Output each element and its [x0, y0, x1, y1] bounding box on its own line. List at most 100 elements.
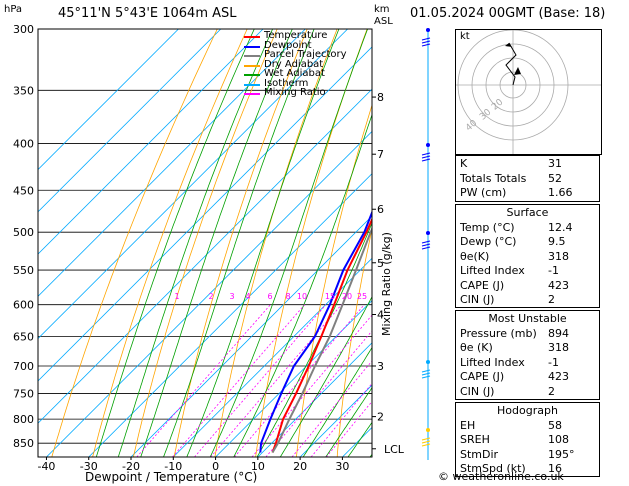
index-row: StmDir 195° [455, 448, 600, 463]
index-value: -1 [548, 264, 559, 277]
index-value: 423 [548, 278, 569, 292]
index-key: CAPE (J) [460, 370, 505, 383]
legend-item: Mixing Ratio [244, 87, 374, 99]
index-row: StmSpd (kt) 16 [455, 462, 600, 477]
wet-adiabat-line [279, 296, 372, 457]
legend-swatch [244, 74, 260, 76]
index-value: 52 [548, 171, 562, 185]
wind-barb-flag [421, 158, 431, 162]
dry-adiabat-line [255, 29, 368, 457]
wind-barb-dot [426, 360, 430, 364]
wind-barb-dot [426, 143, 430, 147]
series-dewpoint [259, 209, 372, 453]
wind-barb-dot [426, 231, 430, 235]
hodograph-plot [456, 30, 601, 154]
km-tick-label: 2 [377, 411, 384, 424]
wind-barb-dot [426, 28, 430, 32]
wind-barb-flag [421, 369, 431, 373]
wet-adiabat-line [95, 29, 255, 457]
index-row: Lifted Index -1 [455, 356, 600, 371]
index-box [455, 310, 600, 400]
wet-adiabat-line [209, 29, 368, 457]
legend-item: Isotherm [244, 77, 374, 90]
wind-barb-dot [426, 428, 430, 432]
index-value: 2 [548, 384, 555, 398]
wind-barb-flag [421, 243, 431, 247]
wet-adiabat-line [140, 29, 293, 457]
temperature-tick-label: -20 [122, 460, 140, 473]
index-box [455, 204, 600, 308]
km-tick-label: 3 [377, 360, 384, 373]
index-key: Lifted Index [460, 355, 525, 369]
index-row: K 31 [455, 157, 600, 172]
pressure-tick-label: 450 [13, 184, 34, 197]
wind-barb-flag [421, 440, 431, 444]
datetime-title: 01.05.2024 00GMT (Base: 18) [410, 6, 606, 21]
index-key: Pressure (mb) [460, 326, 537, 340]
mixing-ratio-line [325, 400, 372, 457]
index-value: 12.4 [548, 220, 573, 234]
mixing-ratio-label: 10 [297, 292, 307, 301]
index-key: CAPE (J) [460, 278, 505, 292]
index-key: PW (cm) [460, 186, 507, 199]
index-value: -1 [548, 355, 559, 369]
mixing-ratio-line [194, 304, 327, 457]
wind-barb-flag [421, 240, 431, 244]
legend-label: Isotherm [264, 77, 309, 89]
index-value: 31 [548, 157, 562, 170]
hodograph-panel: kt 40 30 20 [455, 29, 602, 155]
asl-label: ASL [374, 16, 393, 27]
wind-barb-flag [421, 43, 431, 47]
index-key: CIN (J) [460, 384, 495, 398]
mixing-ratio-axis-title: Mixing Ratio (g/kg) [380, 232, 393, 336]
legend-swatch [244, 83, 260, 86]
series-parcel-trajectory [271, 226, 372, 454]
lcl-label: LCL [384, 443, 405, 456]
temperature-tick-label: -10 [164, 460, 182, 473]
index-row: EH 58 [455, 419, 600, 434]
index-value: 2 [548, 293, 555, 306]
legend-swatch [244, 93, 260, 95]
index-row: SREH 108 [455, 433, 600, 448]
pressure-tick-label: 550 [13, 264, 34, 277]
index-key: Dewp (°C) [460, 235, 517, 248]
index-key: K [460, 157, 468, 170]
pressure-tick-label: 700 [13, 360, 34, 373]
isotherm-line [130, 215, 372, 457]
index-value: 108 [548, 433, 569, 446]
dry-adiabat-line [92, 29, 248, 457]
legend-label: Wet Adiabat [264, 68, 325, 79]
isotherm-line [46, 130, 372, 457]
pressure-tick-label: 850 [13, 437, 34, 450]
dry-adiabat-line [173, 29, 308, 457]
legend-label: Temperature [264, 30, 328, 41]
wind-barb-flag [421, 372, 431, 376]
pressure-tick-label: 800 [13, 413, 34, 426]
wind-barb-flag [421, 375, 431, 379]
isotherm-line [173, 257, 372, 457]
index-row: CAPE (J) 423 [455, 370, 600, 385]
wet-adiabat-line [163, 29, 315, 457]
km-tick-label: 4 [377, 308, 384, 321]
mixing-ratio-line [136, 304, 271, 457]
pressure-tick-label: 300 [13, 23, 34, 36]
legend-swatch [244, 55, 260, 57]
isotherm-line [38, 29, 348, 340]
mixing-ratio-label: 20 [342, 292, 352, 301]
index-value: 9.5 [548, 235, 566, 248]
index-value: 58 [548, 418, 562, 432]
legend-label: Dry Adiabat [264, 58, 324, 70]
copyright-label: © weatheronline.co.uk [438, 470, 564, 483]
index-key: StmSpd (kt) [460, 462, 526, 475]
index-value: 894 [548, 326, 569, 340]
index-key: CIN (J) [460, 293, 495, 306]
index-value: 318 [548, 341, 569, 354]
wind-barb-flag [421, 443, 431, 447]
km-tick-label: 5 [377, 257, 384, 270]
legend-swatch [244, 36, 260, 38]
isotherm-line [38, 29, 222, 213]
index-key: θe (K) [460, 341, 493, 354]
legend-item: Dewpoint [244, 40, 374, 52]
mixing-ratio-label: 3 [229, 292, 234, 301]
